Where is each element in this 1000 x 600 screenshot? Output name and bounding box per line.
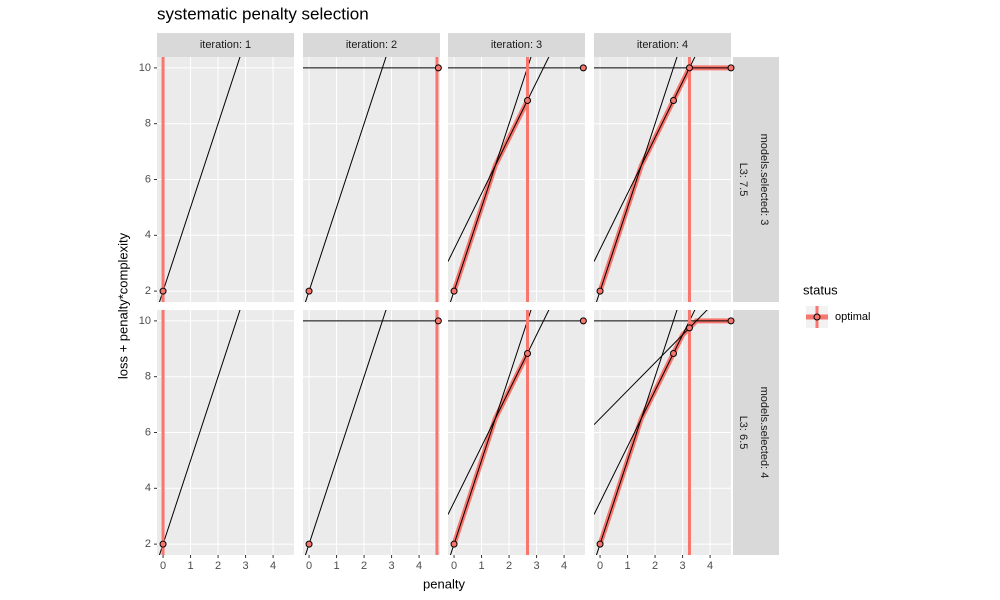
y-tick-label: 4 bbox=[145, 229, 151, 241]
point bbox=[159, 540, 167, 548]
strip-label: iteration: 1 bbox=[200, 39, 251, 51]
model-line bbox=[595, 310, 678, 555]
x-tick-label: 4 bbox=[416, 560, 422, 572]
y-tick-label: 4 bbox=[145, 482, 151, 494]
y-tick-label: 6 bbox=[145, 173, 151, 185]
x-tick-label: 2 bbox=[215, 560, 221, 572]
x-tick-label: 3 bbox=[389, 560, 395, 572]
x-tick-label: 0 bbox=[160, 560, 166, 572]
x-tick-label: 1 bbox=[333, 560, 339, 572]
strip-label: models.selected: 4 bbox=[758, 387, 770, 479]
strip bbox=[594, 33, 731, 57]
strip bbox=[733, 310, 779, 555]
y-tick-label: 2 bbox=[145, 285, 151, 297]
x-tick-label: 3 bbox=[680, 560, 686, 572]
y-tick-label: 2 bbox=[145, 538, 151, 550]
panel-marks bbox=[303, 310, 440, 555]
strip-label: models.selected: 3 bbox=[758, 134, 770, 226]
x-axis-label: penalty bbox=[423, 576, 465, 591]
y-tick-label: 10 bbox=[139, 62, 151, 74]
point bbox=[305, 287, 313, 295]
point bbox=[450, 287, 458, 295]
point bbox=[685, 324, 693, 332]
chart-title: systematic penalty selection bbox=[157, 4, 369, 23]
panel-marks bbox=[448, 57, 585, 302]
model-line bbox=[304, 310, 387, 555]
strip-label: L3: 6.5 bbox=[737, 416, 749, 450]
x-tick-label: 2 bbox=[361, 560, 367, 572]
panel-marks bbox=[594, 310, 731, 555]
strip-label: iteration: 3 bbox=[491, 39, 542, 51]
x-tick-label: 0 bbox=[597, 560, 603, 572]
model-line bbox=[594, 310, 708, 426]
x-tick-label: 3 bbox=[243, 560, 249, 572]
x-tick-label: 0 bbox=[451, 560, 457, 572]
strip bbox=[303, 33, 440, 57]
panel-marks bbox=[594, 57, 731, 302]
x-tick-label: 2 bbox=[652, 560, 658, 572]
point bbox=[727, 64, 735, 72]
x-tick-label: 4 bbox=[561, 560, 567, 572]
x-tick-label: 3 bbox=[534, 560, 540, 572]
strip bbox=[448, 33, 585, 57]
strip bbox=[733, 57, 779, 302]
y-tick-label: 8 bbox=[145, 118, 151, 130]
point bbox=[685, 64, 693, 72]
model-line bbox=[448, 57, 550, 262]
x-tick-label: 4 bbox=[270, 560, 276, 572]
point bbox=[450, 540, 458, 548]
x-tick-label: 1 bbox=[624, 560, 630, 572]
model-line bbox=[594, 310, 696, 515]
y-tick-label: 6 bbox=[145, 426, 151, 438]
model-line bbox=[448, 310, 550, 515]
y-tick-label: 8 bbox=[145, 371, 151, 383]
y-tick-label: 10 bbox=[139, 315, 151, 327]
point bbox=[579, 317, 587, 325]
strip bbox=[157, 33, 294, 57]
model-line bbox=[304, 57, 387, 302]
strip-label: iteration: 4 bbox=[637, 39, 688, 51]
model-line bbox=[595, 57, 678, 302]
point bbox=[596, 540, 604, 548]
point bbox=[670, 350, 678, 358]
legend-label: optimal bbox=[835, 311, 870, 323]
point bbox=[434, 317, 442, 325]
model-line bbox=[449, 310, 532, 555]
x-tick-label: 1 bbox=[478, 560, 484, 572]
strip-label: L3: 7.5 bbox=[737, 163, 749, 197]
point bbox=[305, 540, 313, 548]
point bbox=[524, 97, 532, 105]
model-line bbox=[158, 310, 241, 555]
point bbox=[727, 317, 735, 325]
point bbox=[159, 287, 167, 295]
panel-marks bbox=[158, 310, 241, 555]
strip-label: iteration: 2 bbox=[346, 39, 397, 51]
x-tick-label: 4 bbox=[707, 560, 713, 572]
point bbox=[596, 287, 604, 295]
panel-marks bbox=[158, 57, 241, 302]
x-tick-label: 2 bbox=[506, 560, 512, 572]
legend-key-point bbox=[813, 313, 821, 321]
point bbox=[579, 64, 587, 72]
model-line bbox=[449, 57, 532, 302]
point bbox=[524, 350, 532, 358]
x-tick-label: 0 bbox=[306, 560, 312, 572]
model-line bbox=[158, 57, 241, 302]
legend-title: status bbox=[803, 282, 838, 297]
y-axis-label: loss + penalty*complexity bbox=[115, 232, 130, 379]
model-line bbox=[594, 57, 696, 262]
x-tick-label: 1 bbox=[187, 560, 193, 572]
point bbox=[670, 97, 678, 105]
panel-marks bbox=[303, 57, 440, 302]
point bbox=[434, 64, 442, 72]
